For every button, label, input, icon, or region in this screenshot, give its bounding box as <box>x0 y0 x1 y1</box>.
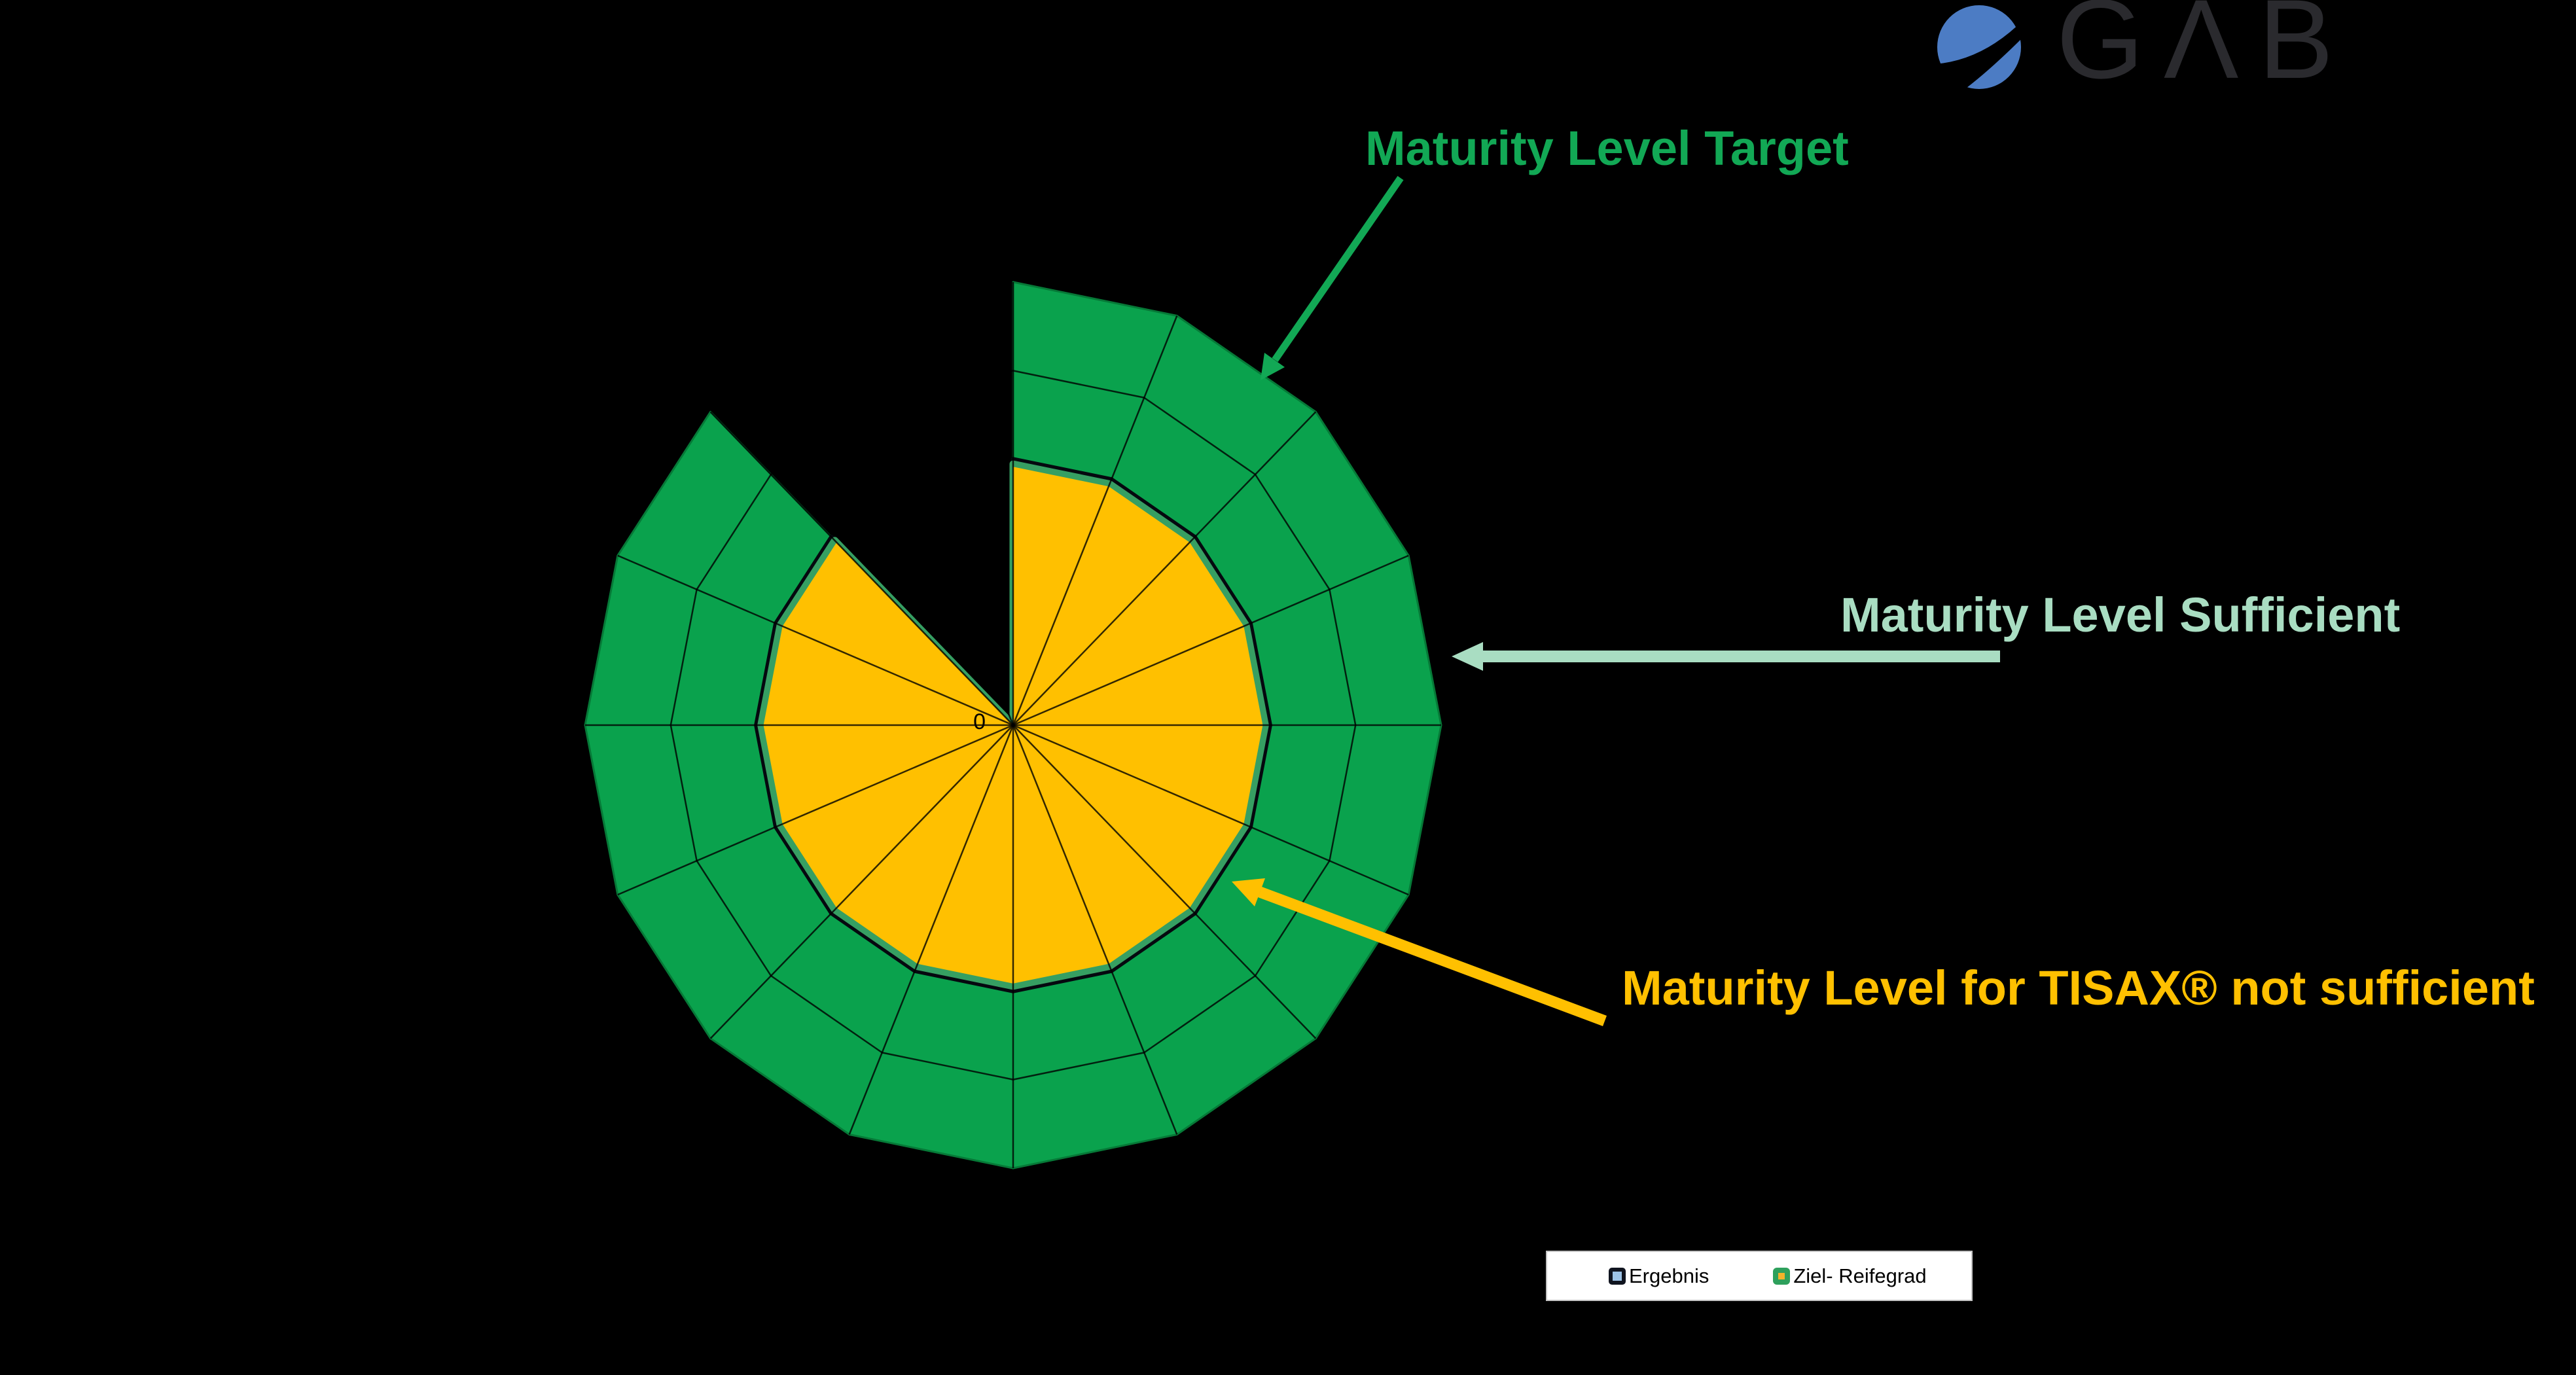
legend-label-ziel: Ziel- Reifegrad <box>1793 1264 1927 1287</box>
spoke <box>709 411 1014 726</box>
legend-item-ziel: Ziel- Reifegrad <box>1773 1264 1927 1287</box>
spoke <box>1012 724 1317 1039</box>
spoke <box>709 724 1014 1039</box>
spoke <box>1012 724 1178 1135</box>
spoke <box>1012 554 1409 726</box>
spoke <box>1012 315 1178 726</box>
chart-legend: Ergebnis Ziel- Reifegrad <box>1546 1251 1973 1301</box>
spoke <box>1012 724 1409 896</box>
not-sufficient-arrow <box>1232 878 1607 1026</box>
spoke <box>848 724 1014 1135</box>
target-arrow <box>1261 175 1404 380</box>
spoke <box>1012 411 1317 726</box>
spoke <box>617 724 1014 896</box>
target-label: Maturity Level Target <box>1365 121 1849 175</box>
spoke <box>617 554 1014 726</box>
legend-label-ergebnis: Ergebnis <box>1629 1264 1709 1287</box>
ziel-marker-icon <box>1773 1267 1791 1285</box>
sufficient-arrow <box>1452 642 2000 671</box>
axis-origin-label: 0 <box>973 709 986 734</box>
gab-logo-text: GΛB <box>2056 0 2353 102</box>
not-sufficient-label: Maturity Level for TISAX® not sufficient <box>1622 961 2535 1015</box>
spoke <box>848 315 1014 726</box>
gab-logo-icon <box>1935 5 2025 97</box>
sufficient-label: Maturity Level Sufficient <box>1840 588 2401 642</box>
legend-item-ergebnis: Ergebnis <box>1609 1266 1709 1286</box>
ergebnis-marker-icon <box>1609 1267 1626 1285</box>
